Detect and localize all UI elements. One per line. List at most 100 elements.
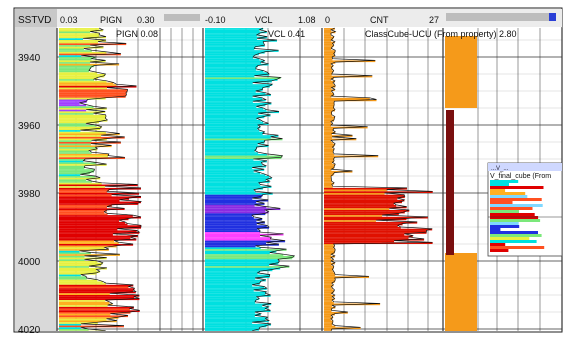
inset-fill-segment xyxy=(490,189,506,192)
cnt-fill-segment xyxy=(324,46,333,49)
vcl-fill-segment xyxy=(205,79,278,81)
cnt-fill-segment xyxy=(324,29,332,32)
pign-fill-segment xyxy=(59,77,98,80)
vcl-fill-segment xyxy=(205,143,258,146)
track-header-strip: 0.03 PIGN 0.30 -0.10 VCL 1.08 0 CNT 27 xyxy=(57,9,562,27)
cnt-fill-segment xyxy=(324,77,334,80)
vcl-fill-segment xyxy=(205,325,267,328)
vcl-fill-segment xyxy=(205,233,284,236)
cnt-fill-segment xyxy=(324,174,334,176)
cnt-fill-segment xyxy=(324,211,405,214)
cnt-fill-segment xyxy=(324,102,334,105)
cnt-fill-segment xyxy=(324,125,331,127)
cnt-fill-segment xyxy=(324,48,332,51)
pign-fill-segment xyxy=(59,41,98,44)
vcl-fill-segment xyxy=(205,303,272,306)
vcl-fill-segment xyxy=(205,276,270,278)
cnt-fill-segment xyxy=(324,194,405,197)
vcl-fill-segment xyxy=(205,131,265,134)
cnt-fill-segment xyxy=(324,279,336,282)
vcl-fill-segment xyxy=(205,114,271,117)
vcl-fill-segment xyxy=(205,145,269,148)
cnt-fill-segment xyxy=(324,106,334,108)
depth-header: SSTVD xyxy=(18,15,51,26)
cnt-fill-segment xyxy=(324,128,334,131)
inset-header-bar xyxy=(488,163,562,171)
vcl-fill-segment xyxy=(205,186,272,188)
pign-fill-segment xyxy=(59,196,141,199)
pign-fill-segment xyxy=(59,167,85,170)
cnt-fill-segment xyxy=(324,237,409,239)
cnt-fill-segment xyxy=(324,152,334,154)
pign-fill-segment xyxy=(59,164,107,166)
cnt-fill-segment xyxy=(324,80,335,83)
cnt-fill-segment xyxy=(324,262,335,265)
vcl-fill-segment xyxy=(205,63,269,66)
cnt-fill-segment xyxy=(324,272,335,275)
vcl-fill-segment xyxy=(205,327,260,329)
cnt-fill-segment xyxy=(324,94,334,97)
cnt-fill-segment xyxy=(324,189,387,192)
pign-fill-segment xyxy=(59,249,109,251)
pign-max-label: 0.30 xyxy=(137,15,155,25)
cnt-fill-segment xyxy=(324,150,334,153)
inset-fill-segment xyxy=(490,201,513,204)
pign-fill-segment xyxy=(59,143,91,146)
cnt-fill-segment xyxy=(324,67,332,69)
pign-fill-segment xyxy=(59,191,108,193)
depth-header-bg xyxy=(15,9,57,27)
pign-fill-segment xyxy=(59,261,98,263)
cnt-fill-segment xyxy=(324,235,413,238)
class-cube-value-label: ClassCube-UCU (From property) 2.80 xyxy=(365,29,517,39)
pign-fill-segment xyxy=(59,211,105,214)
cnt-fill-segment xyxy=(324,131,336,134)
cnt-fill-segment xyxy=(324,196,405,199)
cnt-fill-segment xyxy=(324,216,428,219)
vcl-fill-segment xyxy=(205,193,273,195)
cnt-fill-segment xyxy=(324,53,334,56)
vcl-fill-segment xyxy=(205,300,256,302)
inset-fill-segment xyxy=(490,213,535,216)
vcl-fill-segment xyxy=(205,189,254,192)
vcl-fill-segment xyxy=(205,198,253,200)
vcl-fill-segment xyxy=(205,164,263,166)
cnt-fill-segment xyxy=(324,240,395,243)
cnt-fill-segment xyxy=(324,148,335,151)
cnt-fill-segment xyxy=(324,266,334,268)
vcl-fill-segment xyxy=(205,216,254,219)
pign-fill-segment xyxy=(59,242,119,244)
inset-fill-segment xyxy=(490,237,530,240)
inset-fill-segment xyxy=(490,207,533,210)
cnt-fill-segment xyxy=(324,96,332,98)
vcl-fill-segment xyxy=(205,315,255,318)
pign-fill-segment xyxy=(59,159,86,161)
pign-fill-segment xyxy=(59,97,106,100)
cnt-fill-segment xyxy=(324,259,334,261)
inset-fill-segment xyxy=(490,198,542,201)
vcl-fill-segment xyxy=(205,301,255,304)
vcl-fill-segment xyxy=(205,213,266,216)
vcl-fill-segment xyxy=(205,227,269,229)
vcl-fill-segment xyxy=(205,235,261,238)
pign-fill-segment xyxy=(59,106,94,108)
inset-fill-segment xyxy=(490,240,537,243)
vcl-fill-segment xyxy=(205,136,271,139)
facies-column-maroon xyxy=(446,110,454,255)
inset-panel[interactable]: ...V_... V_final_cube (From xyxy=(487,162,563,257)
vcl-fill-segment xyxy=(205,245,256,248)
cnt-fill-segment xyxy=(324,323,332,326)
vcl-fill-segment xyxy=(205,157,282,159)
cnt-fill-segment xyxy=(324,31,336,34)
pign-fill-segment xyxy=(59,63,120,66)
pign-fill-segment xyxy=(59,230,137,233)
pign-fill-segment xyxy=(59,272,97,275)
cnt-fill-segment xyxy=(324,184,332,187)
pign-fill-segment xyxy=(59,165,85,168)
pign-fill-segment xyxy=(59,57,96,59)
cnt-fill-segment xyxy=(324,244,334,246)
cnt-fill-segment xyxy=(324,58,333,61)
vcl-fill-segment xyxy=(205,41,264,44)
pign-fill-segment xyxy=(59,28,100,30)
pign-fill-segment xyxy=(59,194,112,197)
